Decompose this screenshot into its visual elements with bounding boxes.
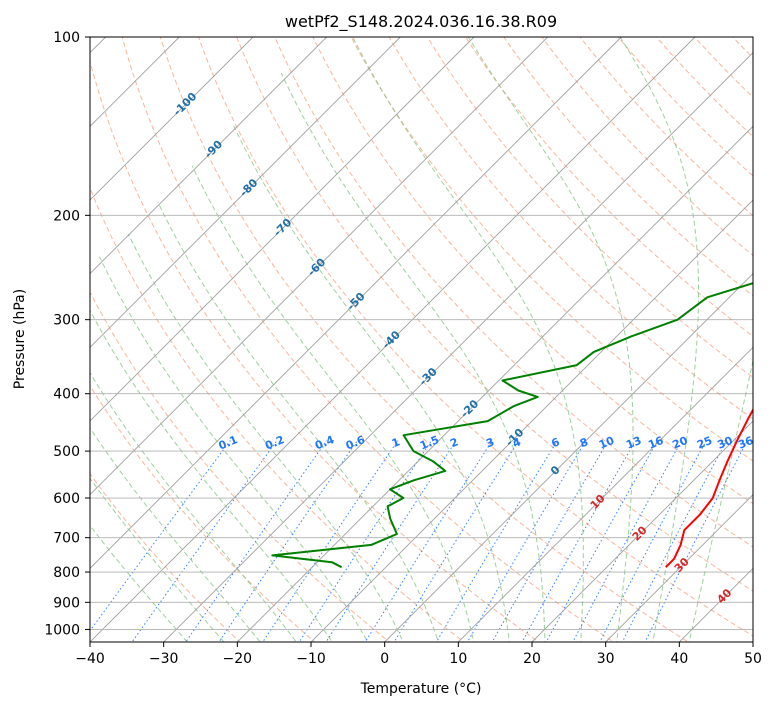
isotherm-line	[90, 37, 327, 275]
y-tick-label: 900	[53, 595, 80, 611]
dry-adiabat-line	[503, 37, 753, 297]
isotherm-line	[531, 420, 753, 642]
y-tick-label: 400	[53, 387, 80, 403]
y-tick-label: 800	[53, 565, 80, 581]
mixing-ratio-line	[364, 440, 493, 642]
mixing-ratio-line	[572, 440, 683, 642]
moist-adiabat-line	[280, 72, 546, 642]
mixing-ratio-label: 13	[624, 434, 643, 452]
moist-adiabat-line	[619, 37, 699, 642]
isotherm-line	[90, 37, 254, 201]
mixing-ratio-line	[599, 440, 707, 642]
mixing-ratio-line	[466, 440, 587, 642]
y-tick-label: 700	[53, 531, 80, 547]
isotherm-line	[605, 494, 753, 642]
y-tick-label: 600	[53, 491, 80, 507]
mixing-ratio-line	[545, 440, 659, 642]
x-tick-label: 10	[449, 651, 467, 667]
dry-adiabat-line	[90, 186, 465, 642]
x-tick-label: −40	[75, 651, 105, 667]
dry-adiabat-line	[274, 37, 753, 548]
isotherm-line	[90, 37, 475, 422]
mixing-ratio-label: 2	[448, 435, 460, 450]
dry-adiabat-line	[236, 37, 753, 592]
mixing-ratio-line	[491, 440, 609, 642]
isotherm-line	[90, 37, 401, 348]
mixing-ratio-label: 30	[716, 434, 735, 452]
isotherm-line	[458, 346, 753, 642]
y-tick-label: 100	[53, 30, 80, 46]
moist-adiabat-line	[127, 233, 404, 642]
y-tick-label: 500	[53, 444, 80, 460]
isotherm-line	[90, 37, 622, 569]
dry-adiabat-line	[159, 37, 690, 642]
mixing-ratio-line	[521, 440, 637, 642]
isotherm-line	[90, 37, 548, 496]
x-axis-label: Temperature (°C)	[360, 681, 482, 697]
dry-adiabat-line	[312, 37, 753, 505]
dry-adiabat-line	[121, 37, 615, 642]
y-tick-label: 1000	[44, 622, 80, 638]
dry-adiabat-line	[388, 37, 753, 420]
mixing-ratio-line	[131, 440, 278, 642]
moist-adiabat-line	[157, 201, 440, 642]
mixing-ratio-label: 10	[597, 434, 616, 452]
moist-adiabat-line	[191, 165, 475, 642]
mixing-ratio-line	[435, 440, 558, 642]
x-tick-label: 30	[597, 651, 615, 667]
x-tick-label: −10	[296, 651, 326, 667]
dry-adiabat-line	[426, 37, 753, 379]
isotherm-line	[163, 52, 753, 642]
x-tick-label: −20	[223, 651, 253, 667]
mixing-ratio-label: 1	[390, 435, 402, 450]
mixing-ratio-line	[621, 440, 728, 642]
mixing-ratio-line	[644, 440, 748, 642]
temperature-profile-line	[665, 407, 753, 568]
mixing-ratio-label: 25	[695, 434, 714, 452]
dry-adiabat-line	[90, 384, 316, 642]
x-tick-label: 50	[744, 651, 762, 667]
isotherm-line	[310, 199, 753, 642]
chart-title: wetPf2_S148.2024.036.16.38.R09	[285, 12, 557, 32]
y-tick-label: 300	[53, 313, 80, 329]
dewpoint-profile-line	[271, 282, 753, 569]
mixing-ratio-label: 20	[671, 434, 690, 452]
mixing-ratio-label: 3	[484, 435, 496, 450]
y-tick-label: 200	[53, 208, 80, 224]
mixing-ratio-label: 36	[736, 434, 755, 452]
isotherm-line	[90, 37, 696, 642]
moist-adiabat-line	[90, 427, 261, 642]
x-tick-label: 0	[380, 651, 389, 667]
mixing-ratio-line	[298, 440, 432, 642]
dry-adiabat-line	[197, 37, 753, 637]
mixing-ratio-label: 8	[578, 435, 590, 450]
dry-adiabat-line	[90, 291, 391, 642]
mixing-ratio-line	[262, 440, 399, 642]
moist-adiabat-line	[90, 477, 225, 642]
moist-adiabat-line	[90, 371, 297, 642]
isotherm-line	[384, 273, 753, 642]
x-tick-label: −30	[149, 651, 179, 667]
isotherm-line	[237, 125, 753, 642]
y-axis-label: Pressure (hPa)	[12, 289, 28, 389]
x-tick-label: 40	[670, 651, 688, 667]
moist-adiabat-line	[99, 256, 369, 642]
mixing-ratio-label: 16	[646, 434, 665, 452]
plot-frame	[89, 36, 754, 643]
x-tick-label: 20	[523, 651, 541, 667]
mixing-ratio-line	[325, 440, 457, 642]
